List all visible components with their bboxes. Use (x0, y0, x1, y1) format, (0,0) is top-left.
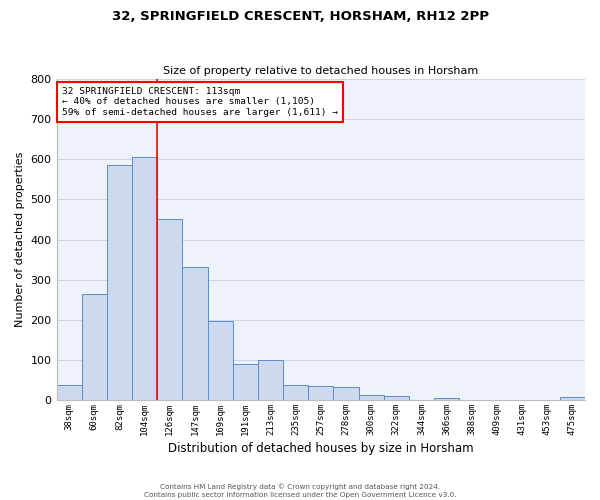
Bar (434, 398, 459, 400)
Bar (157, 218, 182, 400)
Bar (208, 322, 233, 400)
X-axis label: Distribution of detached houses by size in Horsham: Distribution of detached houses by size … (168, 442, 473, 455)
Title: Size of property relative to detached houses in Horsham: Size of property relative to detached ho… (163, 66, 478, 76)
Bar (182, 267, 208, 400)
Text: 32 SPRINGFIELD CRESCENT: 113sqm
← 40% of detached houses are smaller (1,105)
59%: 32 SPRINGFIELD CRESCENT: 113sqm ← 40% of… (62, 87, 338, 117)
Bar (82, 294, 107, 400)
Bar (258, 360, 283, 400)
Bar (359, 395, 383, 400)
Bar (383, 396, 409, 400)
Text: 32, SPRINGFIELD CRESCENT, HORSHAM, RH12 2PP: 32, SPRINGFIELD CRESCENT, HORSHAM, RH12 … (112, 10, 488, 23)
Bar (308, 386, 334, 400)
Y-axis label: Number of detached properties: Number of detached properties (15, 152, 25, 327)
Bar (560, 397, 585, 400)
Bar (334, 387, 359, 400)
Bar (107, 166, 132, 400)
Bar (132, 158, 157, 400)
Bar (283, 385, 308, 400)
Bar (56, 385, 82, 400)
Bar (233, 364, 258, 400)
Text: Contains HM Land Registry data © Crown copyright and database right 2024.
Contai: Contains HM Land Registry data © Crown c… (144, 484, 456, 498)
